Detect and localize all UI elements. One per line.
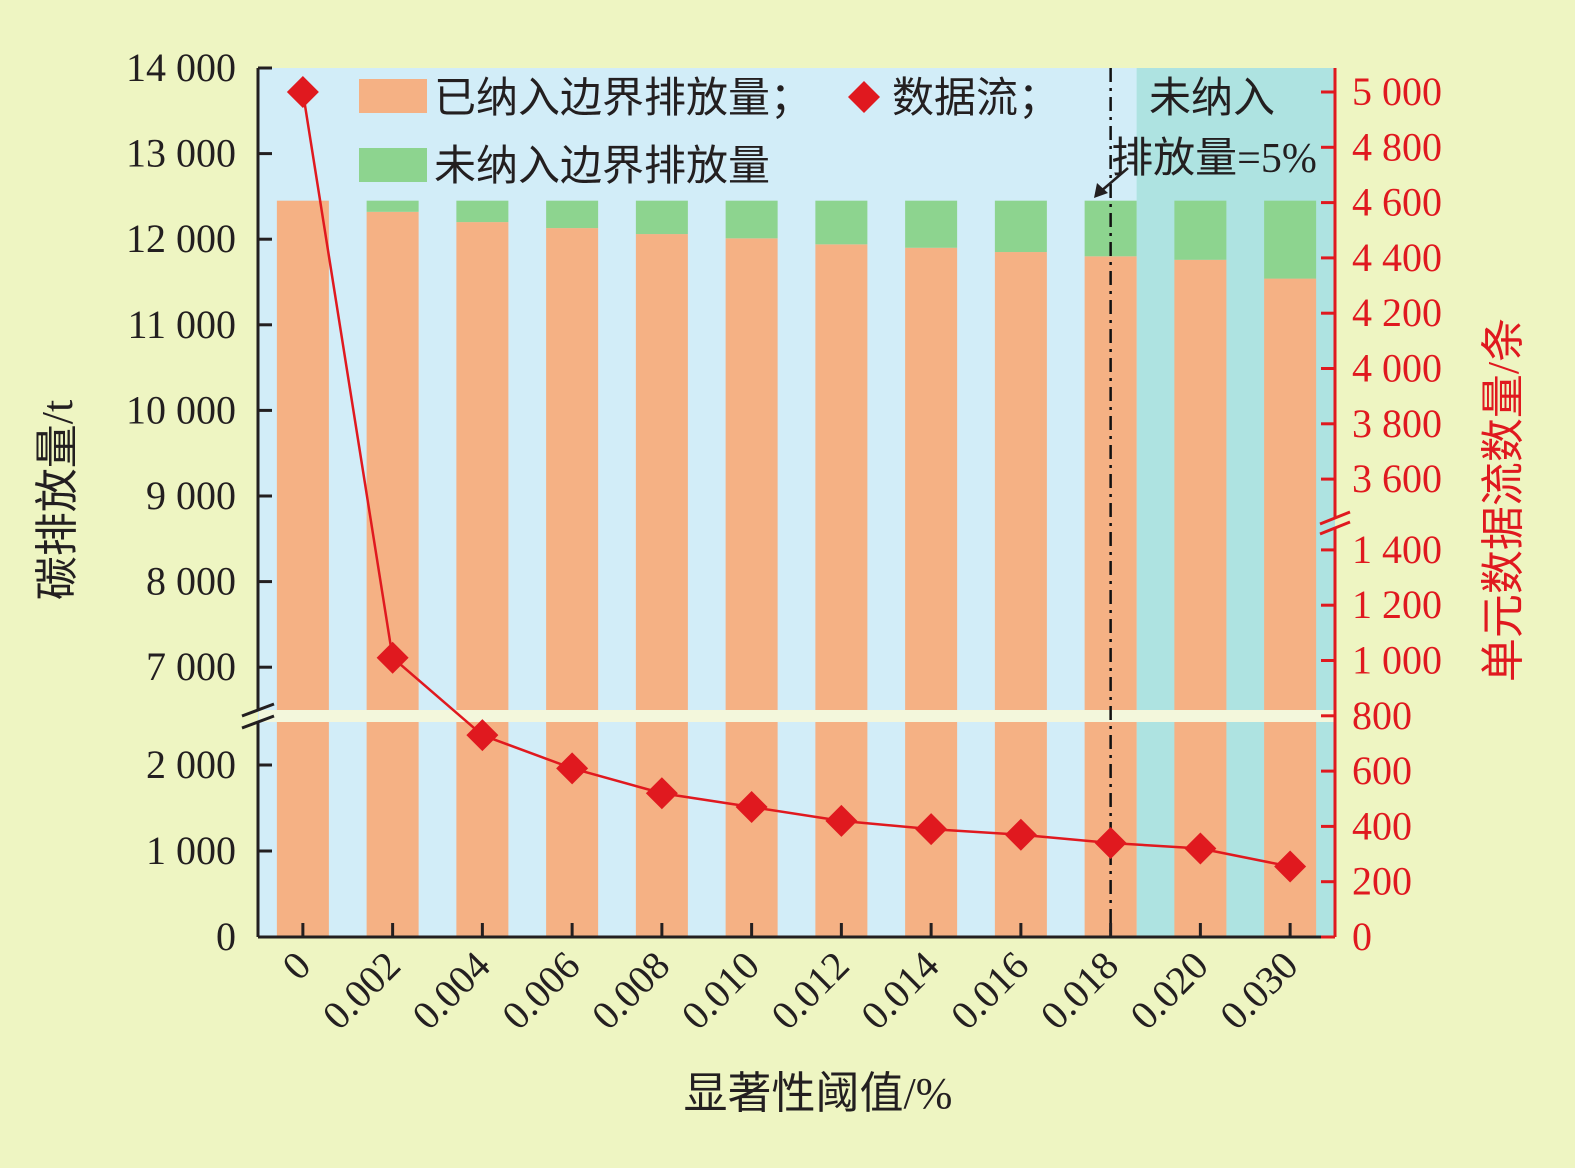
axis-labels: 显著性阈值/% 碳排放量/t 单元数据流数量/条: [33, 318, 1528, 1118]
legend-marker-dataflow: [848, 81, 880, 113]
bar-not-included: [546, 200, 599, 229]
legend: 已纳入边界排放量； 数据流； 未纳入边界排放量: [359, 76, 1060, 190]
right-axis-title: 单元数据流数量/条: [1479, 318, 1528, 682]
data-flow-point: [376, 641, 409, 674]
left-tick-label: 7 000: [146, 644, 236, 689]
left-axis-title: 碳排放量/t: [33, 400, 82, 600]
right-break-mark: [1319, 510, 1351, 536]
left-tick-label: 2 000: [146, 742, 236, 787]
data-flow-point: [735, 791, 768, 824]
right-tick-label: 4 800: [1352, 124, 1442, 169]
bar-included: [546, 228, 599, 937]
left-tick-label: 9 000: [146, 473, 236, 518]
bar-included: [366, 211, 419, 938]
annotation-arrowhead: [1094, 183, 1108, 198]
axis-break-band: [259, 710, 1335, 722]
left-tick-label: 8 000: [146, 559, 236, 604]
left-break-mark: [241, 702, 275, 730]
data-flow-point: [466, 719, 499, 752]
bar-included: [456, 222, 509, 937]
left-tick-label: 10 000: [126, 387, 236, 432]
legend-label-not-included: 未纳入边界排放量: [434, 144, 770, 190]
annotation-arrow: [1099, 167, 1129, 193]
annotation-line2: 排放量=5%: [1111, 136, 1317, 182]
legend-swatch-not-included: [359, 148, 427, 182]
bar-not-included: [635, 200, 688, 235]
left-tick-label: 14 000: [126, 45, 236, 90]
bar-not-included: [815, 200, 868, 245]
bar-not-included: [994, 200, 1047, 253]
data-flow-point: [645, 777, 678, 810]
bar-included: [635, 234, 688, 938]
bar-not-included: [1174, 200, 1227, 260]
bar-not-included: [456, 200, 509, 223]
data-flow-line-layer: [286, 76, 1307, 883]
bars-layer: [276, 200, 1317, 938]
x-axis-title: 显著性阈值/%: [684, 1069, 953, 1118]
right-tick-label: 3 600: [1352, 456, 1442, 501]
bar-not-included: [366, 200, 419, 212]
right-tick-label: 600: [1352, 748, 1412, 793]
right-tick-label: 0: [1352, 914, 1372, 959]
data-flow-point: [1004, 818, 1037, 851]
bar-included: [1264, 278, 1317, 937]
data-flow-point: [825, 804, 858, 837]
bar-included: [1174, 259, 1227, 937]
legend-label-dataflow: 数据流；: [892, 76, 1060, 122]
right-tick-label: 1 400: [1352, 527, 1442, 572]
annotation-line1: 未纳入: [1149, 76, 1275, 122]
right-tick-label: 4 000: [1352, 346, 1442, 391]
bar-not-included: [725, 200, 778, 239]
data-flow-point: [1094, 826, 1127, 859]
legend-swatch-included: [359, 79, 427, 113]
left-tick-label: 0: [216, 914, 236, 959]
right-tick-label: 800: [1352, 693, 1412, 738]
right-tick-label: 3 800: [1352, 401, 1442, 446]
bar-included: [276, 200, 329, 937]
left-tick-label: 1 000: [146, 828, 236, 873]
data-flow-point: [1184, 832, 1217, 865]
left-tick-label: 12 000: [126, 216, 236, 261]
left-tick-label: 11 000: [127, 302, 236, 347]
left-tick-label: 13 000: [126, 131, 236, 176]
data-flow-point: [286, 76, 319, 108]
right-tick-label: 4 400: [1352, 235, 1442, 280]
right-tick-label: 1 200: [1352, 582, 1442, 627]
right-tick-label: 5 000: [1352, 69, 1442, 114]
right-tick-label: 200: [1352, 859, 1412, 904]
data-flow-point: [915, 813, 948, 846]
bar-not-included: [1264, 200, 1317, 279]
right-tick-label: 4 600: [1352, 180, 1442, 225]
data-flow-point: [556, 752, 589, 785]
data-flow-point: [1274, 850, 1307, 883]
right-tick-label: 1 000: [1352, 638, 1442, 683]
legend-label-included: 已纳入边界排放量；: [434, 76, 812, 122]
bar-included: [725, 238, 778, 937]
bar-not-included: [905, 200, 958, 248]
right-tick-label: 4 200: [1352, 290, 1442, 335]
right-tick-label: 400: [1352, 803, 1412, 848]
